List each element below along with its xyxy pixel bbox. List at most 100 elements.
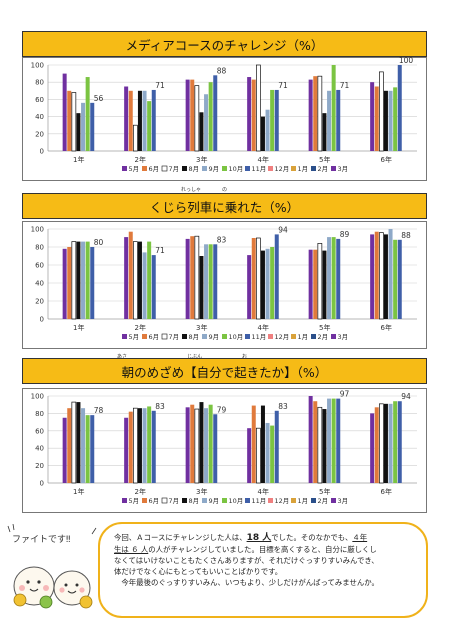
- legend-label: 12月: [275, 497, 290, 505]
- bar: [379, 71, 384, 152]
- bar: [71, 241, 77, 320]
- bar: [393, 239, 398, 319]
- legend-label: 6月: [149, 333, 160, 341]
- bar: [274, 410, 279, 483]
- x-tick-label: 5年: [319, 155, 330, 164]
- bar: [76, 241, 81, 319]
- bar: [185, 407, 190, 483]
- bar: [251, 405, 256, 483]
- data-label: 83: [155, 402, 165, 411]
- chart3-ruby-2: じぶん: [187, 354, 203, 360]
- bar: [331, 65, 336, 151]
- legend-label: 2月: [318, 497, 329, 505]
- bar: [190, 236, 195, 319]
- legend-label: 11月: [252, 497, 267, 505]
- bar: [62, 248, 67, 319]
- bar: [260, 405, 265, 483]
- chart1-media-challenge: 0 20 40 60 80 100 1年 2年 3年 4年 5年 6年 56 71 88 71 71 100 5月 6…: [22, 57, 427, 181]
- legend-label: 11月: [252, 333, 267, 341]
- bar: [185, 79, 190, 151]
- legend-swatch: [122, 166, 127, 171]
- chart2-title-banner: くじら列車に乗れた（%）: [22, 193, 427, 219]
- y-tick-label: 80: [35, 410, 44, 418]
- bar: [247, 77, 252, 151]
- bar: [85, 77, 90, 151]
- bar: [142, 252, 147, 319]
- bar: [393, 87, 398, 151]
- legend-swatch: [222, 334, 227, 339]
- data-label: 71: [340, 81, 350, 90]
- chart2-title: くじら列車に乗れた（%）: [149, 199, 300, 215]
- bar: [308, 249, 313, 319]
- bar: [331, 237, 336, 319]
- bar: [265, 109, 270, 151]
- bar: [71, 401, 77, 484]
- bar: [336, 89, 341, 151]
- message-line-3: なくてはいけないこともたくさんありますが、それだけぐっすりすいみんでき、: [114, 556, 379, 565]
- legend-label: 10月: [229, 165, 244, 173]
- bar: [67, 247, 72, 319]
- bar: [208, 244, 213, 319]
- legend-label: 8月: [189, 165, 200, 173]
- x-tick-label: 3年: [196, 487, 207, 496]
- bar: [374, 407, 379, 483]
- bar: [62, 73, 67, 151]
- legend-swatch: [331, 166, 336, 171]
- bar: [194, 408, 200, 484]
- bar: [124, 417, 129, 483]
- x-tick-label: 1年: [73, 155, 84, 164]
- legend-swatch: [222, 498, 227, 503]
- data-label: 97: [340, 390, 350, 399]
- bar: [81, 241, 86, 319]
- y-tick-label: 40: [35, 280, 44, 288]
- legend-label: 11月: [252, 165, 267, 173]
- legend-swatch: [245, 498, 250, 503]
- legend-label: 10月: [229, 497, 244, 505]
- legend-label: 3月: [338, 165, 349, 173]
- data-label: 79: [217, 405, 227, 414]
- bar: [199, 256, 204, 319]
- x-tick-label: 4年: [258, 155, 269, 164]
- legend-swatch: [182, 166, 187, 171]
- bar: [147, 101, 152, 151]
- legend-swatch: [268, 498, 273, 503]
- x-tick-label: 4年: [258, 323, 269, 332]
- bar: [265, 248, 270, 319]
- legend-label: 1月: [298, 165, 309, 173]
- bar: [397, 401, 402, 483]
- legend-swatch: [142, 498, 147, 503]
- legend-swatch: [122, 334, 127, 339]
- bar: [151, 89, 156, 151]
- y-tick-label: 40: [35, 445, 44, 453]
- legend-label: 1月: [298, 333, 309, 341]
- bar: [213, 75, 218, 151]
- legend-swatch: [122, 498, 127, 503]
- legend-label: 8月: [189, 333, 200, 341]
- legend-label: 7月: [169, 333, 180, 341]
- message-count-18: 18 人: [246, 533, 272, 543]
- bar: [199, 112, 204, 151]
- bar: [147, 241, 152, 319]
- bar: [147, 406, 152, 483]
- bar: [128, 411, 133, 483]
- bar: [388, 90, 393, 151]
- message-line-1c: でした。そのなかでも、: [271, 533, 353, 542]
- legend-label: 6月: [149, 165, 160, 173]
- legend-label: 7月: [169, 497, 180, 505]
- bar: [213, 244, 218, 319]
- bar: [151, 255, 156, 319]
- fight-bubble-text: ファイトです‼: [12, 534, 70, 545]
- bar: [204, 94, 209, 151]
- bar: [331, 398, 336, 483]
- x-tick-label: 3年: [196, 323, 207, 332]
- bar: [190, 79, 195, 151]
- bar: [204, 244, 209, 319]
- data-label: 83: [217, 235, 227, 244]
- chart2-whale-train: 0 20 40 60 80 100 1年 2年 3年 4年 5年 6年 80 71 83 94 89 88 5月 6月…: [22, 221, 427, 349]
- legend-swatch: [161, 333, 168, 340]
- legend-swatch: [245, 166, 250, 171]
- legend-swatch: [331, 498, 336, 503]
- bar: [132, 241, 138, 320]
- data-label: 71: [155, 81, 165, 90]
- chart2-ruby-2: の: [222, 187, 228, 193]
